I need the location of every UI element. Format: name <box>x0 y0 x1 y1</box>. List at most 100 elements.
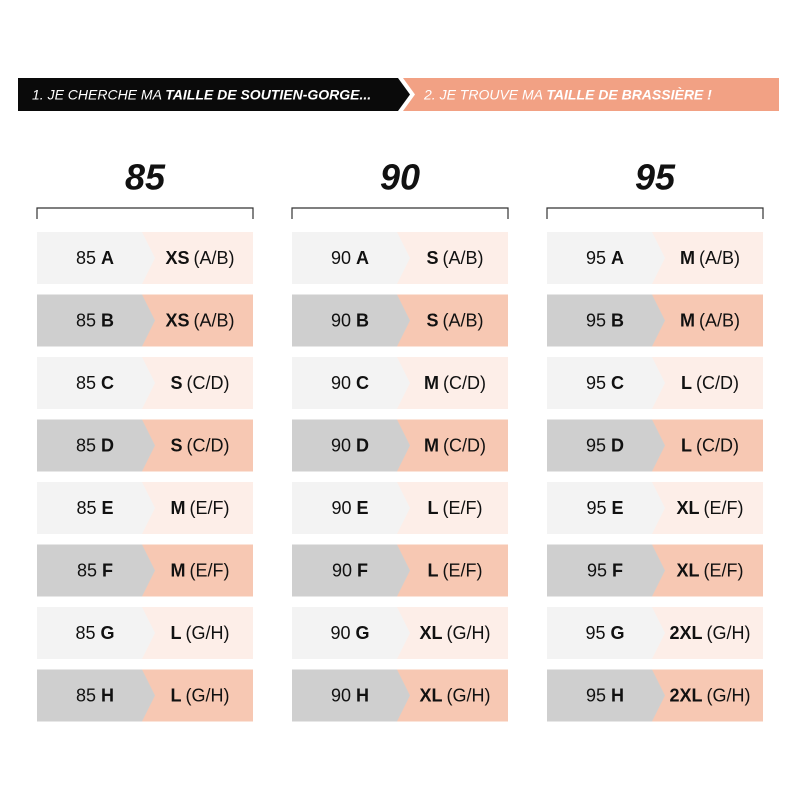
cup: D <box>356 435 369 455</box>
brassiere-size: XL (G/H) <box>419 623 490 643</box>
cup: A <box>356 248 369 268</box>
band-cup: 85 E <box>76 498 113 518</box>
size: S <box>426 248 438 268</box>
brassiere-size: XL (E/F) <box>676 560 743 580</box>
brassiere-size: XL (E/F) <box>676 498 743 518</box>
band: 90 <box>331 248 351 268</box>
cup-range: (E/F) <box>190 498 230 518</box>
band: 85 <box>76 498 96 518</box>
band-cell <box>547 669 665 722</box>
size: S <box>170 435 182 455</box>
size: M <box>424 373 439 393</box>
band: 90 <box>331 498 351 518</box>
band-cup: 90 C <box>331 373 369 393</box>
cup-range: (E/F) <box>443 498 483 518</box>
band-cup: 85 D <box>76 435 114 455</box>
size: M <box>171 498 186 518</box>
column-title: 85 <box>125 157 166 198</box>
cup: C <box>356 373 369 393</box>
band-cup: 85 C <box>76 373 114 393</box>
cup-range: (A/B) <box>443 310 484 330</box>
band-cell <box>547 482 665 534</box>
band-cell <box>547 294 665 347</box>
cup-range: (G/H) <box>707 623 751 643</box>
brassiere-size: XS (A/B) <box>165 248 234 268</box>
size: 2XL <box>669 623 702 643</box>
cup-range: (C/D) <box>696 435 739 455</box>
size: S <box>426 310 438 330</box>
cup-range: (A/B) <box>699 248 740 268</box>
band-cell <box>292 607 410 659</box>
band-cell <box>547 544 665 597</box>
cup: H <box>101 685 114 705</box>
band-cup: 90 B <box>331 310 369 330</box>
cup: H <box>611 685 624 705</box>
step1-banner <box>18 78 410 111</box>
size: XS <box>165 310 189 330</box>
brassiere-size: M (A/B) <box>680 248 740 268</box>
band-cell <box>37 482 155 534</box>
band-cell <box>292 482 410 534</box>
column-title: 90 <box>380 157 420 198</box>
band-cup: 90 E <box>331 498 368 518</box>
cup-range: (C/D) <box>443 373 486 393</box>
cup-range: (G/H) <box>186 623 230 643</box>
brassiere-size: M (E/F) <box>171 560 230 580</box>
band-cell <box>547 607 665 659</box>
band: 90 <box>331 685 351 705</box>
size: L <box>171 623 182 643</box>
brassiere-size: S (C/D) <box>170 373 229 393</box>
cup: F <box>102 560 113 580</box>
size: XS <box>165 248 189 268</box>
size: XL <box>676 498 699 518</box>
column-title: 95 <box>635 157 676 198</box>
band: 95 <box>586 498 606 518</box>
cup-range: (E/F) <box>704 498 744 518</box>
brassiere-size: S (C/D) <box>170 435 229 455</box>
size: L <box>428 498 439 518</box>
brassiere-size: M (E/F) <box>171 498 230 518</box>
cup: E <box>612 498 624 518</box>
cup: D <box>611 435 624 455</box>
band-cup: 85 F <box>77 560 113 580</box>
band: 85 <box>77 560 97 580</box>
size: 2XL <box>669 685 702 705</box>
brassiere-size: L (E/F) <box>428 498 483 518</box>
bracket <box>546 207 764 219</box>
band: 90 <box>331 373 351 393</box>
cup: A <box>101 248 114 268</box>
brassiere-size: XL (G/H) <box>419 685 490 705</box>
band-cell <box>37 357 155 409</box>
band-cell <box>292 669 410 722</box>
brassiere-size: L (C/D) <box>681 435 739 455</box>
band: 95 <box>585 623 605 643</box>
cup-range: (A/B) <box>194 310 235 330</box>
step1-label: 1. JE CHERCHE MA TAILLE DE SOUTIEN-GORGE… <box>32 86 371 102</box>
brassiere-size: L (G/H) <box>171 685 230 705</box>
band-cell <box>292 419 410 472</box>
brassiere-size: S (A/B) <box>426 248 483 268</box>
band-cell <box>547 357 665 409</box>
band-cell <box>37 607 155 659</box>
band-cup: 95 D <box>586 435 624 455</box>
step2-banner <box>403 78 779 111</box>
cup-range: (C/D) <box>443 435 486 455</box>
step2-text: 2. JE TROUVE MA <box>423 86 543 102</box>
cup: H <box>356 685 369 705</box>
bracket <box>291 207 509 219</box>
band-cup: 90 H <box>331 685 369 705</box>
band-cup: 85 A <box>76 248 114 268</box>
bracket <box>36 207 254 219</box>
cup: G <box>101 623 115 643</box>
band: 90 <box>331 310 351 330</box>
band: 90 <box>331 435 351 455</box>
cup: B <box>101 310 114 330</box>
band-cup: 95 C <box>586 373 624 393</box>
cup-range: (A/B) <box>194 248 235 268</box>
band-cell <box>37 544 155 597</box>
cup-range: (E/F) <box>190 560 230 580</box>
cup: G <box>611 623 625 643</box>
size: XL <box>676 560 699 580</box>
size: M <box>171 560 186 580</box>
brassiere-size: L (C/D) <box>681 373 739 393</box>
